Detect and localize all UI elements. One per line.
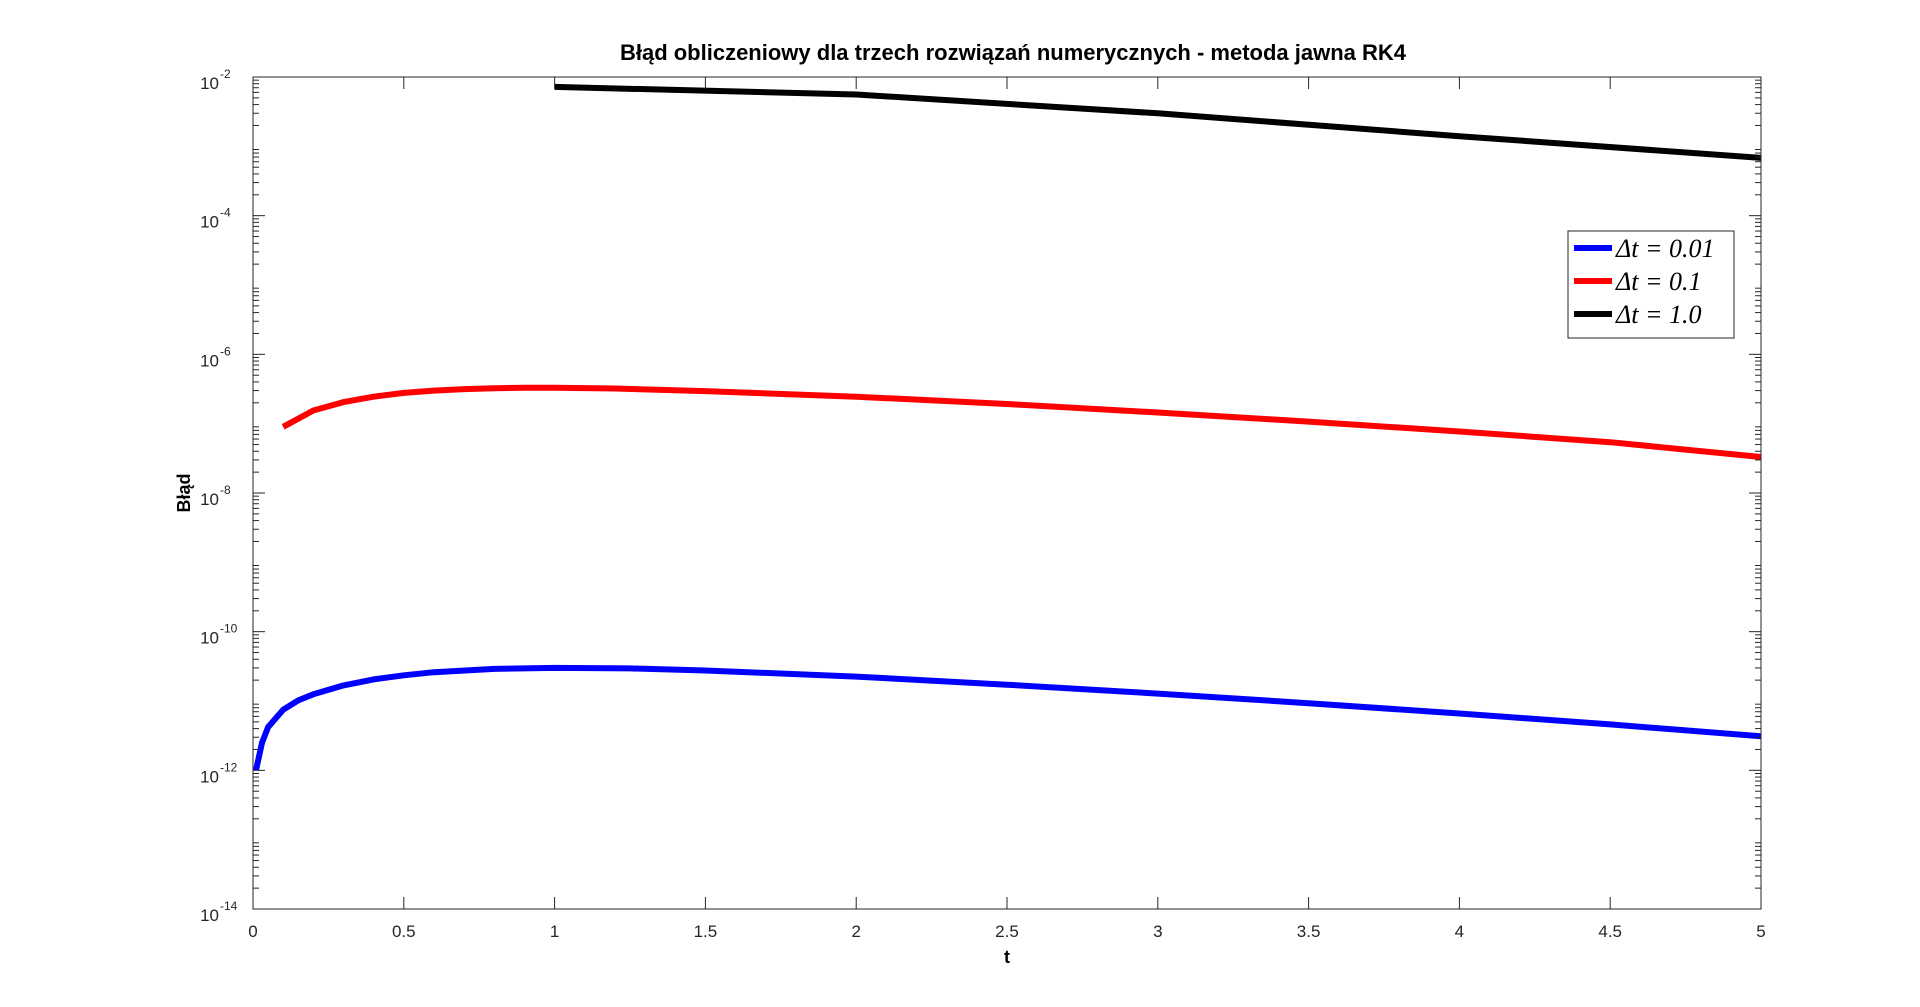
y-tick-base: 10 <box>200 213 219 232</box>
series-line-3 <box>554 83 1761 161</box>
x-tick-label: 2 <box>851 922 860 941</box>
y-tick-base: 10 <box>200 629 219 648</box>
y-tick-label: 10 -10 <box>200 622 238 648</box>
plot-area <box>253 77 1761 909</box>
series-layer <box>253 83 1761 771</box>
y-tick-exponent: -6 <box>220 344 231 358</box>
x-tick-label: 3 <box>1153 922 1162 941</box>
y-tick-base: 10 <box>200 74 219 93</box>
legend: Δt = 0.01 Δt = 0.1 Δt = 1.0 <box>1567 230 1735 339</box>
chart-title: Błąd obliczeniowy dla trzech rozwiązań n… <box>620 40 1407 65</box>
x-axis-label: t <box>1004 947 1010 967</box>
y-tick-label: 10 -8 <box>200 483 231 509</box>
y-tick-label: 10 -4 <box>200 206 231 232</box>
y-axis-label: Błąd <box>174 473 194 512</box>
y-tick-exponent: -2 <box>220 67 231 81</box>
legend-label-3: Δt = 1.0 <box>1615 300 1702 329</box>
series-line-2 <box>281 384 1761 460</box>
x-tick-label: 1.5 <box>694 922 718 941</box>
x-axis: 0 0.5 1 1.5 2 2.5 3 3.5 4 4.5 5 <box>248 77 1766 941</box>
x-tick-label: 5 <box>1756 922 1765 941</box>
y-tick-exponent: -10 <box>220 622 238 636</box>
x-tick-label: 4 <box>1455 922 1464 941</box>
y-tick-base: 10 <box>200 906 219 925</box>
y-tick-exponent: -4 <box>220 206 231 220</box>
y-tick-label: 10 -12 <box>200 760 238 786</box>
x-tick-label: 0.5 <box>392 922 416 941</box>
y-tick-label: 10 -6 <box>200 344 231 370</box>
y-tick-label: 10 -2 <box>200 67 231 93</box>
x-tick-label: 0 <box>248 922 257 941</box>
series-line-1 <box>253 664 1761 771</box>
legend-label-2: Δt = 0.1 <box>1615 267 1702 296</box>
legend-label-1: Δt = 0.01 <box>1615 234 1715 263</box>
x-tick-label: 3.5 <box>1297 922 1321 941</box>
y-tick-exponent: -12 <box>220 760 238 774</box>
y-tick-exponent: -8 <box>220 483 231 497</box>
y-tick-label: 10 -14 <box>200 899 238 925</box>
y-tick-base: 10 <box>200 767 219 786</box>
x-tick-label: 1 <box>550 922 559 941</box>
y-tick-base: 10 <box>200 490 219 509</box>
x-tick-label: 4.5 <box>1598 922 1622 941</box>
y-tick-exponent: -14 <box>220 899 238 913</box>
y-tick-base: 10 <box>200 351 219 370</box>
x-tick-label: 2.5 <box>995 922 1019 941</box>
